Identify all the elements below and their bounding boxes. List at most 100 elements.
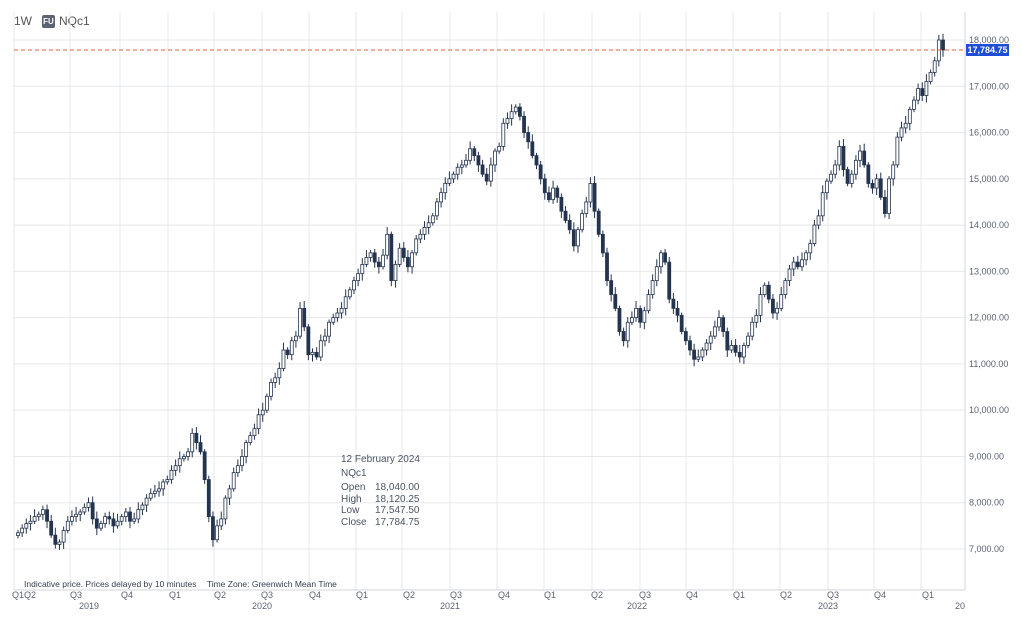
x-quarter-label: Q4 bbox=[121, 590, 133, 600]
candle-body bbox=[152, 490, 157, 494]
candle-body bbox=[853, 159, 858, 175]
candle-body bbox=[795, 261, 800, 268]
candle-body bbox=[144, 497, 149, 506]
candle-body bbox=[779, 294, 784, 309]
candle-body bbox=[161, 481, 166, 490]
y-tick-label: 15,000.00 bbox=[969, 174, 1009, 184]
footer-note: Indicative price. Prices delayed by 10 m… bbox=[24, 579, 337, 589]
x-quarter-label: Q4 bbox=[309, 590, 321, 600]
candle-body bbox=[111, 518, 116, 527]
candle-body bbox=[194, 432, 199, 443]
candle-body bbox=[903, 122, 908, 129]
candle-body bbox=[762, 284, 767, 295]
tooltip-key: Low bbox=[341, 505, 360, 516]
candle-body bbox=[323, 335, 327, 342]
candle-body bbox=[414, 238, 419, 254]
candle-body bbox=[306, 326, 311, 356]
candle-body bbox=[186, 451, 190, 457]
candle-body bbox=[775, 307, 779, 314]
candle-body bbox=[887, 178, 891, 214]
candle-body bbox=[244, 442, 249, 457]
candle-body bbox=[712, 326, 717, 337]
interval-label[interactable]: 1W bbox=[14, 14, 32, 28]
candle-body bbox=[534, 155, 539, 166]
candle-body bbox=[235, 465, 240, 474]
candle-body bbox=[57, 541, 62, 545]
candle-body bbox=[148, 493, 153, 499]
candle-body bbox=[833, 164, 838, 175]
candle-body bbox=[804, 252, 809, 261]
candle-body bbox=[717, 317, 721, 328]
candle-body bbox=[862, 150, 867, 166]
candle-body bbox=[891, 164, 896, 180]
candle-body bbox=[613, 294, 618, 309]
candle-body bbox=[472, 148, 477, 157]
candle-body bbox=[119, 516, 124, 522]
candle-body bbox=[824, 180, 829, 194]
tooltip-value: 18,120.25 bbox=[375, 493, 420, 505]
candle-body bbox=[136, 509, 141, 520]
candle-body bbox=[692, 349, 697, 360]
last-price-tag: 17,784.75 bbox=[966, 43, 1009, 56]
candle-body bbox=[700, 349, 705, 358]
candle-body bbox=[202, 451, 207, 480]
candle-body bbox=[941, 39, 945, 51]
x-quarter-label: Q1 bbox=[922, 590, 934, 600]
candle-body bbox=[663, 252, 667, 263]
candle-body bbox=[679, 314, 684, 332]
candle-body bbox=[580, 213, 585, 231]
candle-body bbox=[103, 516, 108, 524]
candle-body bbox=[107, 516, 112, 520]
candle-body bbox=[24, 523, 29, 529]
candle-body bbox=[173, 465, 178, 471]
candle-body bbox=[513, 106, 518, 113]
candle-body bbox=[198, 442, 203, 453]
tooltip-row-open: Open 18,040.00 bbox=[341, 482, 420, 494]
x-year-label: 2022 bbox=[627, 601, 647, 611]
x-year-label: 2020 bbox=[252, 601, 272, 611]
y-tick-label: 11,000.00 bbox=[969, 359, 1008, 369]
candle-body bbox=[588, 183, 593, 203]
y-tick-label: 18,000.00 bbox=[969, 35, 1009, 45]
symbol-selector[interactable]: FU NQc1 bbox=[42, 14, 90, 28]
candle-body bbox=[746, 335, 750, 346]
x-quarter-label: Q3 bbox=[450, 590, 462, 600]
candle-body bbox=[912, 99, 916, 110]
candle-body bbox=[389, 233, 394, 282]
candle-body bbox=[397, 247, 402, 265]
candle-body bbox=[683, 331, 688, 342]
tooltip-value: 18,040.00 bbox=[375, 482, 420, 493]
candle-body bbox=[820, 192, 825, 217]
candle-body bbox=[298, 307, 302, 337]
candle-body bbox=[596, 210, 601, 235]
candle-body bbox=[165, 479, 170, 483]
candle-body bbox=[260, 409, 265, 416]
candle-body bbox=[385, 233, 390, 256]
y-axis: 7,000.00 8,000.00 9,000.00 10,000.00 11,000.… bbox=[969, 35, 1009, 554]
candle-body bbox=[567, 220, 572, 231]
candle-body bbox=[758, 294, 763, 316]
candle-body bbox=[671, 298, 676, 309]
candle-body bbox=[90, 502, 95, 520]
candle-body bbox=[418, 233, 423, 240]
candle-body bbox=[435, 201, 439, 217]
candle-body bbox=[932, 60, 937, 73]
candle-body bbox=[654, 266, 659, 282]
x-quarter-label: Q3 bbox=[261, 590, 273, 600]
candle-body bbox=[571, 229, 576, 247]
x-quarter-label: Q3 bbox=[70, 590, 82, 600]
candle-body bbox=[858, 150, 862, 161]
x-quarter-label: Q1 bbox=[169, 590, 181, 600]
futures-badge: FU bbox=[42, 14, 55, 28]
candle-body bbox=[646, 294, 651, 312]
candle-body bbox=[883, 196, 887, 214]
candle-body bbox=[874, 178, 879, 189]
y-tick-label: 8,000.00 bbox=[969, 498, 1004, 508]
tooltip-value: 17,547.50 bbox=[375, 505, 420, 516]
candle-body bbox=[650, 280, 655, 295]
candle-body bbox=[115, 520, 120, 527]
candle-body bbox=[20, 527, 25, 534]
candle-body bbox=[78, 511, 83, 515]
candle-body bbox=[40, 509, 45, 515]
